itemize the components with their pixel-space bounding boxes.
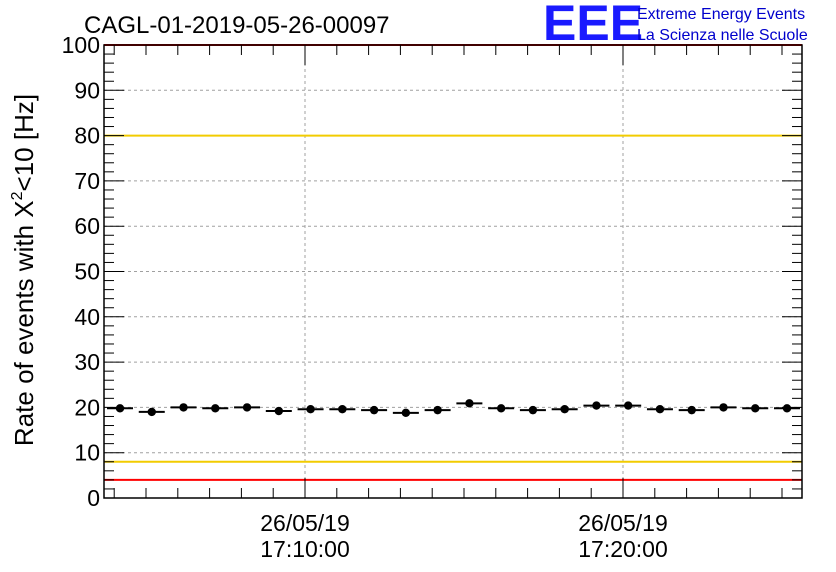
data-point [274,406,284,416]
data-point [528,405,538,415]
x-tick-label-time: 17:20:00 [578,536,668,562]
grid [104,45,802,498]
data-point [147,407,156,417]
y-tick-label: 100 [62,32,100,58]
chart-title: CAGL-01-2019-05-26-00097 [84,12,390,39]
data-point [655,405,665,414]
x-tick-label-date: 26/05/19 [578,510,668,536]
logo-line2: La Scienza nelle Scuole [637,27,808,44]
logo-mark: EEE [543,0,643,51]
data-point [115,404,125,413]
y-axis-title-suffix: <10 [Hz] [9,94,39,192]
data-point [179,403,188,412]
data-points [107,399,800,418]
data-point [369,405,379,415]
x-tick-label-date: 26/05/19 [260,510,350,536]
data-point [338,405,347,414]
y-tick-label: 70 [74,168,100,194]
y-tick-label: 60 [74,213,100,239]
y-axis-title-sup: 2 [9,191,26,200]
logo-line1: Extreme Energy Events [637,6,805,23]
y-tick-label: 40 [74,304,100,330]
y-tick-label: 20 [74,394,100,420]
y-tick-label: 30 [74,349,100,375]
eee-logo: EEE Extreme Energy Events La Scienza nel… [543,0,808,51]
data-point [751,404,760,413]
y-tick-label: 90 [74,77,100,103]
y-axis-ticks: 0 10 20 30 40 50 60 70 80 90 100 [62,32,802,511]
data-point [306,405,315,414]
data-point [211,404,220,413]
data-point [782,404,792,413]
data-point [242,403,252,412]
data-point [719,403,728,412]
y-tick-label: 80 [74,123,100,149]
data-point [592,401,601,410]
data-point [560,405,569,414]
data-point [623,401,633,410]
y-tick-label: 50 [74,259,100,285]
y-axis-title-prefix: Rate of events with X [9,200,39,446]
y-axis-title: Rate of events with X2<10 [Hz] [9,94,39,446]
x-tick-label-time: 17:10:00 [260,536,350,562]
data-point [496,404,506,413]
y-tick-label: 0 [87,485,100,511]
data-point [465,399,474,408]
data-point [687,405,696,415]
y-tick-label: 10 [74,440,100,466]
data-point [433,405,442,415]
reference-lines [104,44,802,481]
data-point [401,408,411,418]
